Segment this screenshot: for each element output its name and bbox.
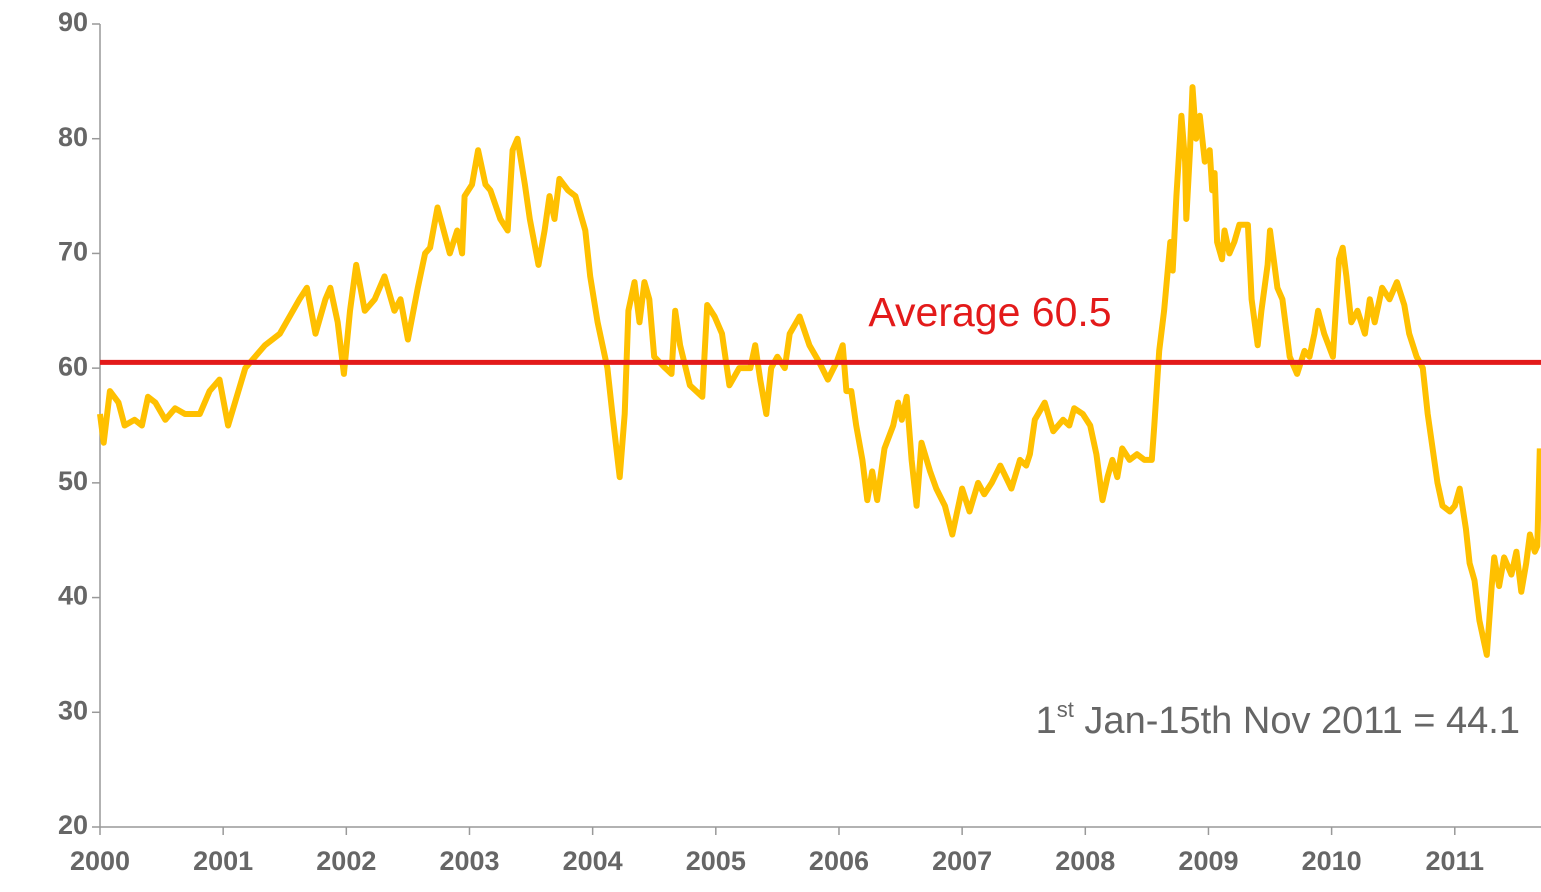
y-tick-label: 40	[58, 581, 88, 611]
note-part: Jan-15th Nov 2011 = 44.1	[1074, 700, 1520, 742]
average-label: Average 60.5	[868, 289, 1111, 335]
note: 1st Jan-15th Nov 2011 = 44.1	[1036, 697, 1520, 742]
x-tick-label: 2000	[70, 846, 130, 876]
x-tick-label: 2005	[686, 846, 746, 876]
x-tick-label: 2007	[932, 846, 992, 876]
x-tick-label: 2001	[193, 846, 253, 876]
y-tick-label: 60	[58, 351, 88, 381]
x-tick-label: 2003	[439, 846, 499, 876]
y-tick-label: 70	[58, 237, 88, 267]
series-line	[97, 84, 1541, 658]
note-sup: st	[1057, 697, 1074, 722]
y-tick-label: 90	[58, 7, 88, 37]
y-tick-label: 30	[58, 695, 88, 725]
y-tick-label: 50	[58, 466, 88, 496]
y-tick-label: 80	[58, 122, 88, 152]
note-part: 1	[1036, 700, 1057, 742]
x-tick-label: 2009	[1178, 846, 1238, 876]
x-tick-label: 2002	[316, 846, 376, 876]
x-tick-label: 2006	[809, 846, 869, 876]
x-tick-label: 2004	[563, 846, 623, 876]
x-tick-label: 2011	[1425, 846, 1484, 876]
x-tick-label: 2010	[1302, 846, 1362, 876]
y-tick-label: 20	[58, 810, 88, 840]
x-tick-label: 2008	[1055, 846, 1115, 876]
